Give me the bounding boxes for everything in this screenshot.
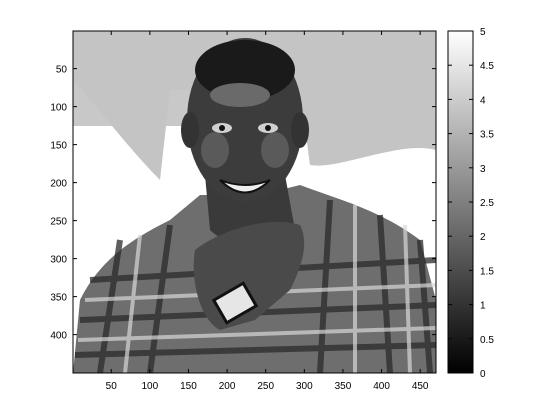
y-tick-label: 250 — [50, 217, 67, 228]
head-top — [195, 40, 295, 100]
colorbar-ticks: 0 0.5 1 1.5 2 2.5 3 3.5 4 4.5 5 — [448, 27, 494, 380]
x-tick-label: 50 — [106, 381, 118, 392]
x-tick-label: 250 — [257, 381, 274, 392]
x-tick-label: 300 — [296, 381, 313, 392]
cheek-left — [201, 132, 229, 168]
background-band — [73, 31, 436, 180]
colorbar-tick-label: 0.5 — [480, 335, 494, 346]
colorbar-tick-label: 0 — [480, 369, 486, 380]
x-tick-label: 150 — [180, 381, 197, 392]
colorbar-tick-label: 3 — [480, 164, 486, 175]
ear-left — [181, 112, 199, 148]
colorbar-tick-label: 4.5 — [480, 61, 494, 72]
x-tick-label: 200 — [219, 381, 236, 392]
x-tick-label: 350 — [335, 381, 352, 392]
forehead-highlight — [210, 83, 270, 107]
cheek-right — [261, 132, 289, 168]
colorbar-tick-label: 5 — [480, 27, 486, 38]
ear-right — [291, 112, 309, 148]
grayscale-image — [73, 31, 436, 373]
y-tick-label: 150 — [50, 141, 67, 152]
colorbar-gradient — [448, 31, 473, 373]
y-tick-label: 350 — [50, 293, 67, 304]
y-axis-ticks: 50 100 150 200 250 300 350 400 — [50, 65, 436, 342]
x-tick-label: 100 — [142, 381, 159, 392]
pupil-left — [219, 125, 225, 131]
y-tick-label: 50 — [56, 65, 68, 76]
colorbar-tick-label: 1 — [480, 301, 486, 312]
y-tick-label: 200 — [50, 179, 67, 190]
x-tick-label: 400 — [373, 381, 390, 392]
x-tick-label: 450 — [412, 381, 429, 392]
x-axis-ticks: 50 100 150 200 250 300 350 400 450 — [106, 31, 429, 392]
colorbar-tick-label: 2.5 — [480, 198, 494, 209]
pupil-right — [265, 125, 271, 131]
colorbar-tick-label: 1.5 — [480, 266, 494, 277]
smile — [219, 179, 271, 194]
colorbar-tick-label: 2 — [480, 232, 486, 243]
y-tick-label: 100 — [50, 103, 67, 114]
y-tick-label: 300 — [50, 255, 67, 266]
colorbar-tick-label: 4 — [480, 95, 486, 106]
colorbar-tick-label: 3.5 — [480, 130, 494, 141]
wristwatch — [211, 281, 259, 325]
y-tick-label: 400 — [50, 331, 67, 342]
image-axes-frame — [72, 30, 437, 374]
